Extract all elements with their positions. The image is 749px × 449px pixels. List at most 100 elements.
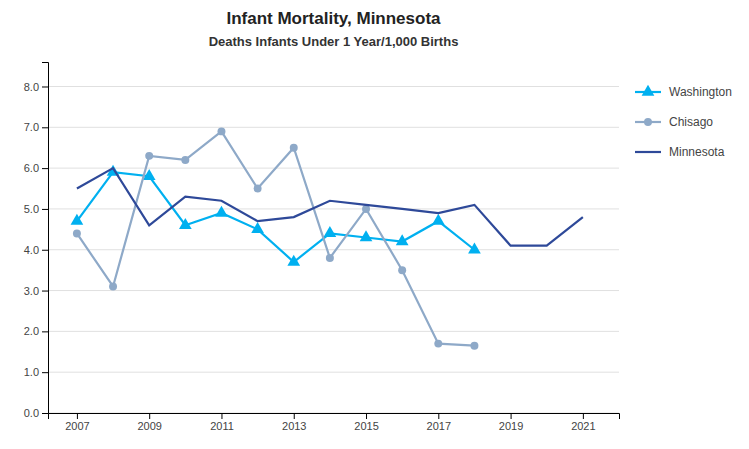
x-tick: 2017 [427, 413, 451, 432]
legend: Washington Chisago Minnesota [635, 85, 732, 160]
series-marker [434, 340, 442, 348]
series-marker [179, 218, 192, 229]
y-tick: 5.0 [24, 203, 48, 215]
x-tick-mark [366, 413, 367, 419]
series-line [77, 131, 475, 345]
y-tick: 4.0 [24, 244, 48, 256]
y-tick: 7.0 [24, 121, 48, 133]
series-marker [109, 282, 117, 290]
legend-entry: Washington [635, 85, 732, 100]
x-tick: 2021 [571, 413, 595, 432]
y-tick: 1.0 [24, 366, 48, 378]
y-tick-label: 7.0 [24, 121, 39, 133]
y-tick-mark [42, 291, 48, 292]
x-axis-line [49, 414, 620, 420]
x-tick-label: 2021 [571, 420, 595, 432]
x-tick-label: 2007 [65, 420, 89, 432]
series-marker [217, 127, 225, 135]
series-marker [396, 234, 409, 245]
series-marker [287, 255, 300, 266]
chart: Infant Mortality, Minnesota Deaths Infant… [0, 0, 749, 449]
legend-swatch [635, 151, 661, 153]
series-marker [432, 214, 445, 225]
y-tick-mark [42, 168, 48, 169]
y-axis: 0.0 1.0 2.0 3.0 4.0 5.0 6.0 7.0 8.0 [24, 63, 49, 420]
series-marker [470, 342, 478, 350]
x-tick: 2009 [137, 413, 161, 432]
series-marker [326, 254, 334, 262]
series-marker [468, 242, 481, 253]
y-tick-mark [42, 209, 48, 210]
series-marker [71, 214, 84, 225]
y-tick-mark [42, 86, 48, 87]
series-marker [73, 229, 81, 237]
x-tick-label: 2015 [354, 420, 378, 432]
grid-line [48, 331, 619, 332]
grid-line [48, 168, 619, 169]
y-tick-label: 6.0 [24, 162, 39, 174]
x-tick-label: 2017 [427, 420, 451, 432]
x-tick: 2011 [210, 413, 234, 432]
grid-line [48, 249, 619, 250]
y-tick-label: 8.0 [24, 81, 39, 93]
y-axis-line [42, 63, 49, 414]
plot-area [71, 127, 583, 349]
x-tick: 2019 [499, 413, 523, 432]
grid-line [48, 86, 619, 87]
x-tick-mark [438, 413, 439, 419]
x-tick-mark [77, 413, 78, 419]
legend-label: Minnesota [669, 145, 725, 159]
series-marker [324, 226, 337, 237]
x-tick-label: 2013 [282, 420, 306, 432]
x-tick: 2015 [354, 413, 378, 432]
series-marker [254, 185, 262, 193]
x-tick-mark [221, 413, 222, 419]
x-tick-mark [511, 413, 512, 419]
y-tick: 8.0 [24, 81, 48, 93]
y-tick-mark [42, 331, 48, 332]
subtitle: Deaths Infants Under 1 Year/1,000 Births [209, 34, 459, 49]
y-tick: 2.0 [24, 325, 48, 337]
y-tick-mark [42, 413, 48, 414]
series-marker [360, 230, 373, 241]
grid-line [48, 127, 619, 128]
grid [48, 86, 619, 413]
x-tick: 2007 [65, 413, 89, 432]
series-marker [215, 206, 228, 217]
y-tick-mark [42, 250, 48, 251]
x-tick-mark [149, 413, 150, 419]
series-marker [145, 152, 153, 160]
series-marker [181, 156, 189, 164]
legend-label: Washington [669, 85, 732, 99]
x-tick-label: 2009 [137, 420, 161, 432]
series-marker [251, 222, 264, 233]
y-tick-label: 2.0 [24, 325, 39, 337]
x-tick: 2013 [282, 413, 306, 432]
y-tick-mark [42, 127, 48, 128]
grid-line [48, 372, 619, 373]
x-tick-label: 2011 [210, 420, 234, 432]
series-line [77, 172, 475, 262]
legend-marker [642, 85, 655, 96]
series-line [77, 168, 583, 246]
y-tick: 6.0 [24, 162, 48, 174]
y-tick-label: 1.0 [24, 366, 39, 378]
y-tick: 3.0 [24, 285, 48, 297]
y-tick-label: 4.0 [24, 244, 39, 256]
x-tick-label: 2019 [499, 420, 523, 432]
series-marker [290, 144, 298, 152]
x-tick-mark [583, 413, 584, 419]
series-marker [398, 266, 406, 274]
legend-marker [644, 118, 652, 126]
legend-label: Chisago [669, 115, 713, 129]
y-tick-label: 5.0 [24, 203, 39, 215]
legend-entry: Minnesota [635, 145, 725, 159]
series [77, 168, 583, 246]
title: Infant Mortality, Minnesota [226, 9, 441, 28]
grid-line [48, 290, 619, 291]
x-tick-mark [294, 413, 295, 419]
y-tick: 0.0 [24, 407, 48, 419]
y-tick-label: 3.0 [24, 285, 39, 297]
series [73, 127, 479, 349]
legend-entry: Chisago [635, 115, 713, 129]
